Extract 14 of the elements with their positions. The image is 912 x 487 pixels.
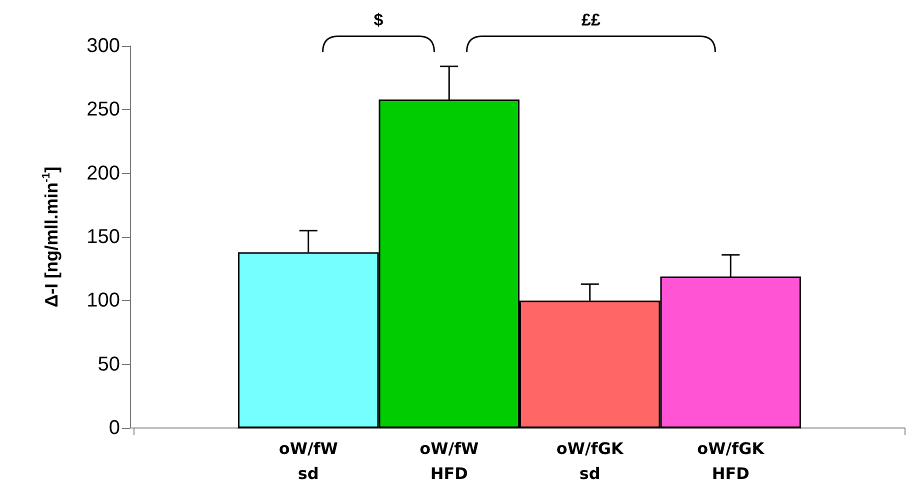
y-tick-label: 100: [86, 290, 120, 312]
x-tick-label: oW/fW HFD: [420, 439, 480, 483]
x-tick-label: oW/fGK HFD: [697, 439, 765, 483]
y-tick-label: 200: [86, 162, 120, 184]
x-tick-label: oW/fW sd: [278, 439, 338, 483]
text: $: [374, 10, 384, 30]
y-tick-label: 300: [86, 35, 120, 57]
y-tick-label: 250: [86, 98, 120, 121]
y-tick-label: 0: [108, 417, 120, 439]
y-axis-title: Δ-I [ng/mll.min-1]: [40, 166, 62, 308]
x-tick-label: oW/fGK sd: [556, 439, 624, 483]
y-tick-label: 150: [86, 226, 120, 248]
y-tick-label: 50: [98, 353, 120, 376]
text: ££: [582, 10, 601, 30]
